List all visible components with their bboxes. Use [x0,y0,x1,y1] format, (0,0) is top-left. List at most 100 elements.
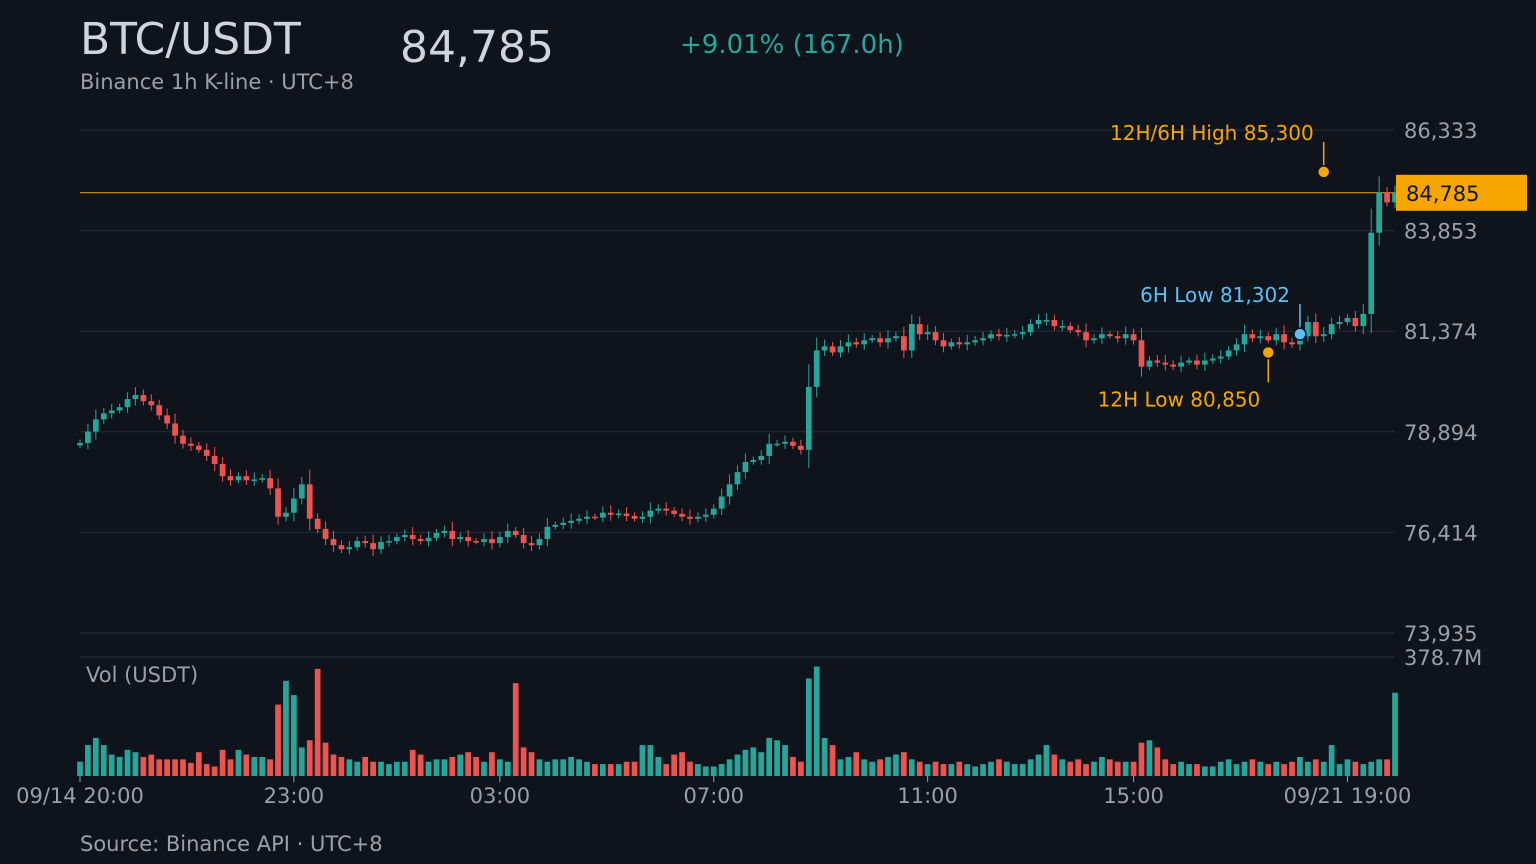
volume-bar [449,756,456,776]
volume-bar [869,761,876,776]
volume-bar [164,759,170,776]
volume-bar [1035,754,1042,776]
volume-bar [774,740,780,776]
candle-body [592,516,598,519]
volume-bar [108,754,115,776]
x-tick-label: 09/14 20:00 [16,784,144,808]
candle-body [1202,360,1208,365]
candle-body [409,535,416,540]
candle-body [1027,324,1034,333]
annotation-label: 12H/6H High 85,300 [1110,121,1314,145]
candle-body [687,516,693,519]
candle-body [354,541,361,548]
volume-bar [829,745,836,776]
volume-bar [932,761,939,776]
candle-body [227,476,234,481]
volume-bar [655,756,662,776]
candle-body [481,539,487,542]
volume-bar [790,756,796,776]
candle-body [829,346,836,353]
candle-body [219,464,226,477]
volume-bar [528,752,535,776]
volume-max-label: 378.7M [1404,646,1482,670]
candle-body [924,332,931,335]
volume-bar [1067,761,1074,776]
candle-body [750,459,757,462]
candle-body [623,513,630,516]
candle-body [496,537,503,544]
volume-bar [702,766,709,776]
candle-body [298,484,305,499]
volume-bar [916,761,923,776]
volume-bar [148,754,155,776]
candle-body [1305,322,1311,337]
candle-body [251,479,258,481]
volume-bar [1202,766,1208,776]
volume-bar [1312,759,1319,776]
candle-body [1154,360,1161,363]
candle-body [425,537,432,542]
volume-bar [489,752,495,776]
candle-body [116,407,123,411]
volume-bar [956,761,963,776]
candle-body [465,537,472,542]
volume-bar [1059,759,1066,776]
volume-bar [227,759,234,776]
volume-bar [687,761,693,776]
volume-bar [314,668,321,776]
volume-bar [980,764,986,776]
candle-body [916,324,923,335]
volume-bar [330,754,337,776]
candle-body [172,423,178,436]
volume-bar [346,759,353,776]
volume-bar [877,759,883,776]
candle-body [813,350,820,387]
x-tick-label: 09/21 19:00 [1284,784,1412,808]
volume-bar [893,754,899,776]
candle-body [734,472,741,485]
candle-body [1011,334,1018,336]
volume-bar [813,666,820,776]
volume-bar [1225,759,1232,776]
candle-body [1344,317,1351,323]
volume-bar [1027,759,1034,776]
volume-bar [1336,764,1343,776]
candle-body [1312,322,1319,337]
volume-bar [1392,692,1398,776]
y-tick-label: 81,374 [1404,320,1477,344]
volume-bar [322,742,329,776]
candle-body [267,478,273,489]
volume-bar [1320,761,1327,776]
x-tick-label: 03:00 [470,784,531,808]
volume-bar [1257,761,1264,776]
candle-body [1320,334,1327,337]
volume-bar [695,764,701,776]
candle-body [235,476,242,481]
volume-bar [631,761,638,776]
volume-bar [552,759,559,776]
candle-body [702,514,709,517]
volume-bar [964,764,971,776]
volume-bar [1194,764,1200,776]
candle-body [1289,342,1295,345]
volume-bar [584,761,590,776]
candle-body [861,340,868,345]
candle-body [512,530,519,536]
volume-bar [885,756,891,776]
volume-bar [1281,764,1287,776]
candle-body [132,395,139,400]
candle-body [695,516,701,519]
volume-bar [401,761,408,776]
volume-bar [1376,759,1383,776]
candle-body [473,541,479,543]
volume-bar [1328,745,1335,776]
candle-body [908,324,915,351]
candle-body [996,334,1002,337]
candle-body [599,512,606,518]
candle-body [544,526,551,540]
volume-bar [1003,761,1010,776]
volume-bar [441,759,448,776]
current-price-tag [1396,174,1527,211]
volume-bar [504,761,511,776]
volume-bar [283,680,289,776]
